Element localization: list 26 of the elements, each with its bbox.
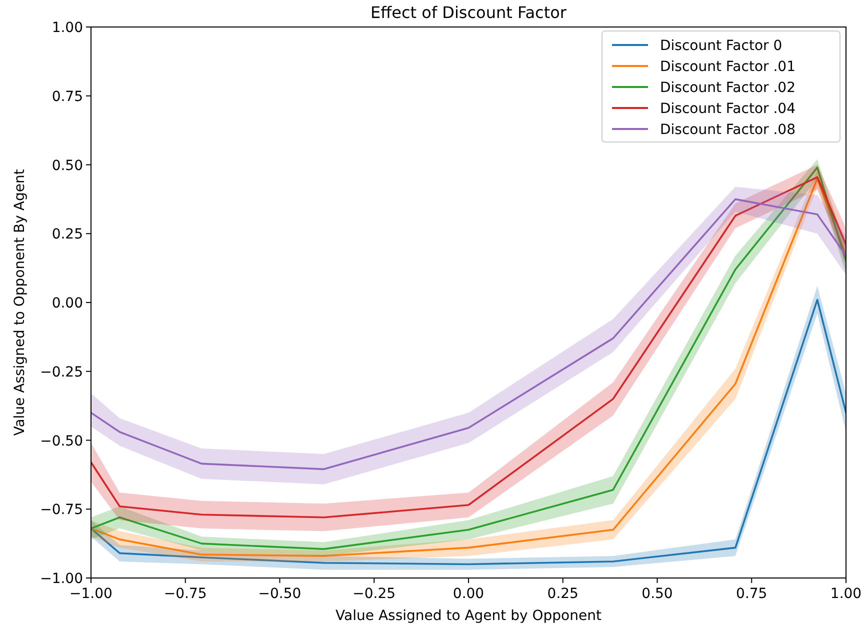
x-tick-label: 0.25	[547, 586, 578, 602]
x-tick-label: 0.00	[452, 586, 484, 602]
legend-label: Discount Factor .02	[660, 80, 796, 96]
y-tick-label: 1.00	[52, 20, 83, 36]
y-tick-label: −0.25	[40, 364, 83, 380]
x-tick-label: −0.75	[164, 586, 207, 602]
x-axis-title: Value Assigned to Agent by Opponent	[336, 608, 602, 624]
x-tick-label: 0.50	[642, 586, 673, 602]
legend-label: Discount Factor 0	[660, 38, 782, 54]
y-tick-label: −1.00	[40, 571, 83, 587]
legend-label: Discount Factor .04	[660, 101, 796, 117]
y-axis-title: Value Assigned to Opponent By Agent	[12, 168, 28, 436]
y-tick-label: 0.00	[52, 296, 83, 312]
y-tick-label: 0.50	[52, 158, 83, 174]
x-tick-label: −1.00	[70, 586, 112, 602]
chart-title: Effect of Discount Factor	[370, 3, 567, 22]
x-tick-label: 1.00	[830, 586, 862, 602]
y-tick-label: −0.50	[40, 433, 83, 450]
x-tick-label: −0.25	[352, 586, 396, 602]
y-tick-label: 0.75	[52, 88, 83, 105]
y-tick-label: −0.75	[40, 502, 83, 518]
x-tick-label: −0.50	[258, 586, 302, 602]
y-tick-label: 0.25	[52, 226, 83, 243]
legend-label: Discount Factor .01	[660, 59, 796, 75]
legend-label: Discount Factor .08	[660, 122, 796, 138]
x-tick-label: 0.75	[736, 586, 768, 602]
